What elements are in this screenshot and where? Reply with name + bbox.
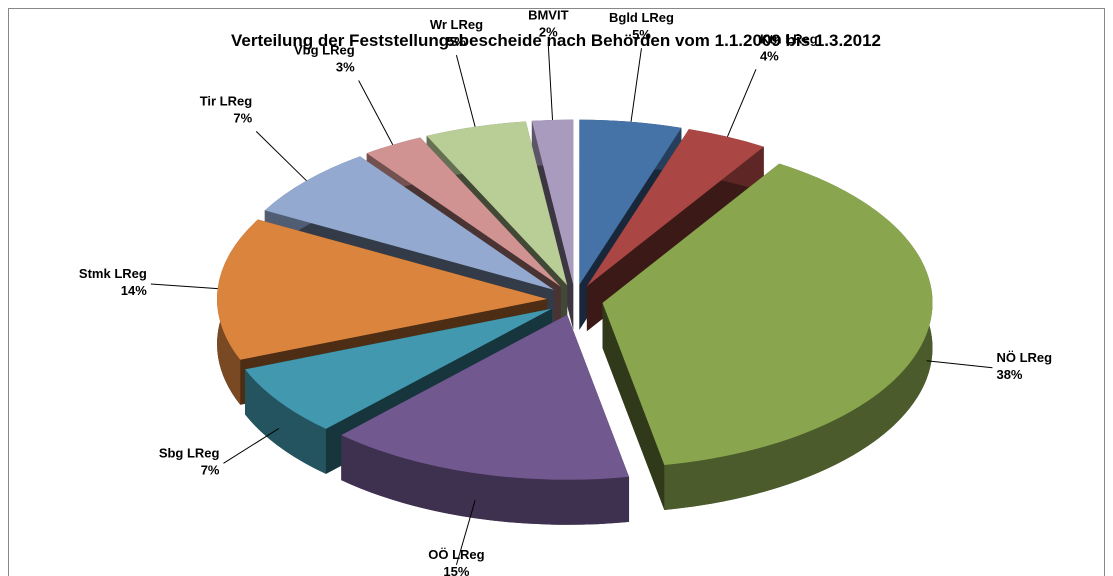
data-label-value: 2%	[539, 25, 558, 40]
data-label-value: 3%	[336, 60, 355, 75]
data-label-name: Ktn LReg	[760, 31, 818, 46]
data-label-name: Bgld LReg	[609, 10, 674, 25]
data-label-name: OÖ LReg	[428, 547, 484, 562]
data-label-value: 5%	[447, 34, 466, 49]
slice	[602, 163, 933, 465]
leader-line	[358, 80, 394, 145]
slice-wall	[341, 435, 630, 525]
slice	[531, 119, 574, 285]
data-label-value: 14%	[121, 283, 147, 298]
slice-group	[602, 163, 933, 510]
slice	[579, 119, 682, 285]
leader-line	[223, 427, 280, 464]
slice-side	[602, 302, 665, 510]
data-label-value: 7%	[201, 462, 220, 477]
leader-line	[926, 360, 993, 369]
data-label-value: 4%	[760, 48, 779, 63]
slice	[264, 156, 554, 290]
leader-line	[726, 69, 757, 137]
data-label-value: 7%	[233, 110, 252, 125]
data-label-name: Wr LReg	[430, 17, 483, 32]
data-label-name: Tir LReg	[200, 93, 253, 108]
slice	[217, 219, 548, 360]
slice	[341, 314, 630, 480]
data-label-name: BMVIT	[528, 8, 569, 23]
slice-group	[341, 314, 630, 525]
chart-title: Verteilung der Feststellungsbescheide na…	[231, 31, 881, 50]
leader-line	[630, 48, 642, 122]
leader-line	[455, 500, 476, 566]
slice-wall	[664, 163, 933, 510]
leader-line	[455, 54, 476, 127]
slice	[426, 121, 568, 286]
data-label-name: Stmk LReg	[79, 266, 147, 281]
leader-line	[150, 283, 218, 290]
slice	[586, 129, 764, 287]
data-label-name: NÖ LReg	[996, 350, 1052, 365]
data-label-name: Sbg LReg	[159, 445, 220, 460]
data-label-value: 5%	[632, 27, 651, 42]
slice	[366, 137, 561, 287]
leader-line	[547, 45, 554, 120]
leader-line	[255, 131, 307, 182]
data-label-name: Vbg LReg	[294, 43, 355, 58]
slice	[245, 308, 552, 429]
data-label-value: 38%	[996, 367, 1022, 382]
data-label-value: 15%	[443, 564, 469, 576]
slice-wall	[245, 369, 326, 474]
